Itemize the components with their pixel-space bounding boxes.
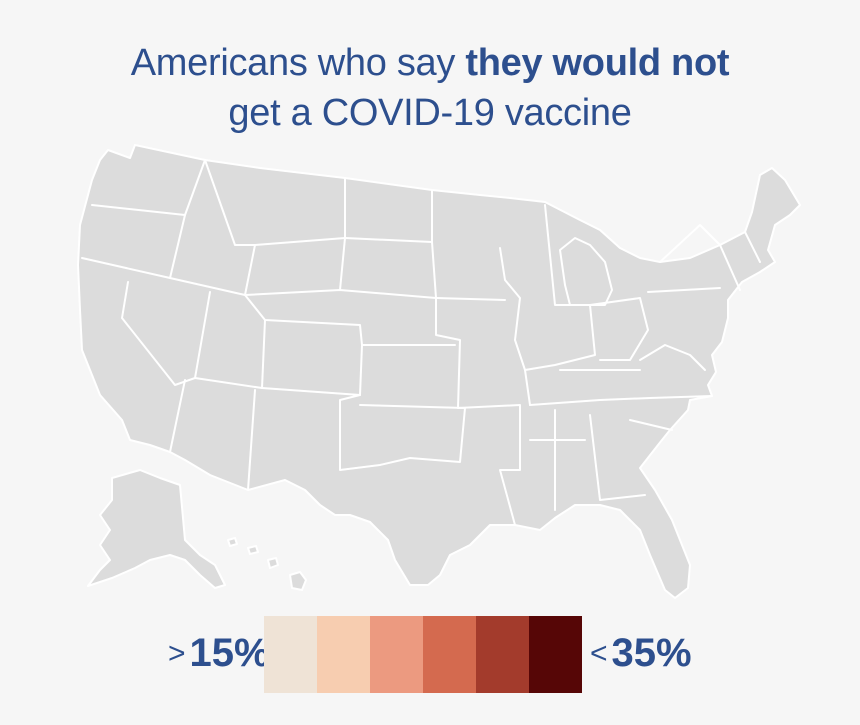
legend-swatch-3 bbox=[370, 616, 423, 693]
title-line-1: Americans who say they would not bbox=[0, 38, 860, 88]
legend-color-scale bbox=[264, 616, 582, 693]
legend-max-value: 35% bbox=[611, 631, 692, 675]
contiguous-us-landmass bbox=[77, 144, 801, 599]
legend-swatch-1 bbox=[264, 616, 317, 693]
alaska-landmass bbox=[87, 469, 226, 589]
title-emphasis: they would not bbox=[465, 42, 730, 84]
hawaii-maui bbox=[267, 557, 279, 569]
legend-max-sign: < bbox=[590, 637, 608, 670]
michigan-lower-peninsula bbox=[559, 237, 613, 306]
title-line-2: get a COVID-19 vaccine bbox=[228, 92, 632, 134]
hawaii-oahu bbox=[247, 545, 259, 555]
chart-title: Americans who say they would not get a C… bbox=[0, 38, 860, 138]
legend-min-value: 15% bbox=[189, 631, 270, 675]
hawaii-kauai bbox=[227, 537, 238, 547]
hawaii-island bbox=[289, 571, 307, 591]
state-borders bbox=[81, 159, 761, 526]
us-states-map bbox=[77, 144, 801, 599]
legend-swatch-5 bbox=[476, 616, 529, 693]
title-prefix: Americans who say bbox=[130, 42, 466, 84]
legend-min-label: >15% bbox=[168, 621, 270, 689]
legend-min-sign: > bbox=[168, 637, 186, 670]
legend-swatch-2 bbox=[317, 616, 370, 693]
legend-max-label: <35% bbox=[590, 621, 692, 689]
color-legend: >15% <35% bbox=[0, 613, 860, 693]
legend-swatch-6 bbox=[529, 616, 582, 693]
legend-swatch-4 bbox=[423, 616, 476, 693]
